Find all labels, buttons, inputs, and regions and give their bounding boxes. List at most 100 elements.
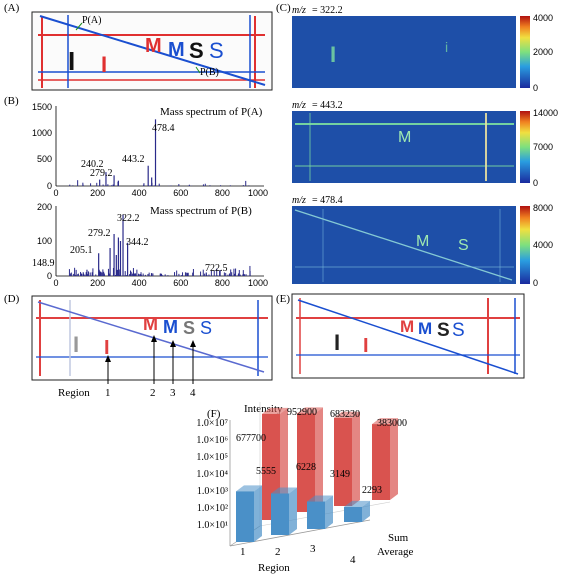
cbar-tick: 2000: [533, 47, 553, 57]
letter-m-blue: M: [168, 39, 185, 61]
region-word: Region: [58, 387, 90, 399]
bar-side: [362, 500, 370, 522]
spec-b-ytick: 200: [37, 202, 52, 212]
f-xtick: 1: [240, 546, 246, 558]
spec-a-xtick: 400: [132, 188, 147, 198]
letter-i-red: I: [101, 52, 107, 77]
bar-side: [390, 418, 398, 500]
region-arrows: [105, 335, 196, 384]
region-number: 2: [150, 387, 156, 399]
bar-top: [307, 495, 333, 502]
bar-front: [372, 424, 390, 500]
spec-a-ytick: 1500: [32, 102, 52, 112]
svg-text:S: S: [200, 318, 212, 338]
spectrum-b: 0 100 200 0 200 400 600 800 1000 322.2 2…: [32, 202, 268, 288]
svg-text:I: I: [104, 337, 110, 359]
bar-side: [289, 487, 297, 535]
cbar-tick: 14000: [533, 108, 558, 118]
spec-b-xtick: 600: [173, 278, 188, 288]
svg-text:i: i: [445, 39, 448, 55]
peak-label-722: 722.5: [205, 263, 228, 274]
svg-text:S: S: [437, 320, 450, 341]
f-ytick: 1.0×10²: [197, 503, 228, 514]
cbar-tick: 0: [533, 178, 538, 188]
panel-e-reconstruction: I I M M S S: [291, 293, 525, 379]
bar-front: [297, 413, 315, 512]
region-number: 3: [170, 387, 176, 399]
f-yticks: 1.0×10⁷ 1.0×10⁶ 1.0×10⁵ 1.0×10⁴ 1.0×10³ …: [196, 418, 228, 531]
spec-a-ytick: 0: [47, 181, 52, 191]
spec-a-xtick: 200: [90, 188, 105, 198]
bar-front: [307, 501, 325, 529]
f-ytick: 1.0×10³: [197, 486, 228, 497]
bar-front: [236, 491, 254, 542]
panel-a-label: (A): [4, 2, 20, 14]
letter-s-blue: S: [209, 38, 224, 63]
point-a-label: P(A): [82, 15, 101, 26]
spec-a-ytick: 1000: [32, 128, 52, 138]
spec-b-xtick: 200: [90, 278, 105, 288]
svg-text:I: I: [363, 335, 369, 357]
mz-prefix: m/z: [292, 5, 306, 16]
f-ytick: 1.0×10⁵: [196, 452, 228, 463]
sum-value-label: 383000: [377, 418, 407, 429]
avg-value-label: 6228: [296, 462, 316, 473]
mz-prefix: m/z: [292, 100, 306, 111]
spec-b-xtick: 400: [132, 278, 147, 288]
ion-map-478: m/z = 478.4 M S 8000 4000 0: [292, 195, 553, 288]
sum-value-label: 677700: [236, 433, 266, 444]
spec-b-xtick: 0: [53, 278, 58, 288]
bar-top: [262, 407, 288, 414]
svg-text:I: I: [73, 332, 79, 357]
bar-front: [271, 493, 289, 535]
panel-c-label: (C): [276, 2, 291, 14]
spec-b-xtick: 1000: [248, 278, 268, 288]
avg-value-label: 5555: [256, 466, 276, 477]
svg-text:M: M: [418, 319, 432, 338]
svg-text:M: M: [416, 233, 429, 250]
peak-label-279a: 279.2: [90, 168, 113, 179]
panel-d-label: (D): [4, 293, 20, 305]
bar-top: [271, 487, 297, 494]
svg-text:S: S: [452, 320, 465, 341]
peak-label-240: 240.2: [81, 159, 104, 170]
spec-a-ytick: 500: [37, 154, 52, 164]
ion-map-322: m/z = 322.2 I i 4000 2000 0: [292, 5, 553, 93]
f-average-label: Average: [377, 546, 414, 558]
spec-a-xtick: 800: [215, 188, 230, 198]
letter-i-black: I: [68, 46, 75, 76]
cbar-tick: 7000: [533, 142, 553, 152]
peak-label-344: 344.2: [126, 237, 149, 248]
bar-side: [325, 495, 333, 529]
f-xtick: 3: [310, 543, 316, 555]
spec-a-xtick: 0: [53, 188, 58, 198]
svg-text:M: M: [398, 129, 411, 146]
f-xtick: 4: [350, 554, 356, 566]
f-ytick: 1.0×10¹: [197, 520, 228, 531]
bar-front: [344, 506, 362, 522]
sum-value-label: 952900: [287, 407, 317, 418]
spectrum-a-title: Mass spectrum of P(A): [160, 106, 263, 118]
spec-b-xtick: 800: [215, 278, 230, 288]
cbar-tick: 4000: [533, 13, 553, 23]
sum-value-label: 683230: [330, 409, 360, 420]
peak-label-205: 205.1: [70, 245, 93, 256]
f-ytick: 1.0×10⁶: [196, 435, 228, 446]
f-ytick: 1.0×10⁷: [196, 418, 228, 429]
bar-top: [344, 500, 370, 507]
spec-b-ytick: 100: [37, 236, 52, 246]
bar-top: [236, 485, 262, 492]
svg-text:I: I: [330, 42, 336, 67]
bar-side: [254, 485, 262, 542]
letter-s-black: S: [189, 38, 204, 63]
svg-text:I: I: [334, 330, 340, 355]
svg-text:S: S: [458, 237, 469, 254]
spec-a-xtick: 600: [173, 188, 188, 198]
panel-b-label: (B): [4, 95, 19, 107]
bar-side: [315, 407, 323, 512]
spec-a-xtick: 1000: [248, 188, 268, 198]
peak-label-322: 322.2: [117, 213, 140, 224]
svg-text:M: M: [163, 317, 178, 337]
cbar-tick: 0: [533, 83, 538, 93]
peak-label-148: 148.9: [32, 258, 55, 269]
